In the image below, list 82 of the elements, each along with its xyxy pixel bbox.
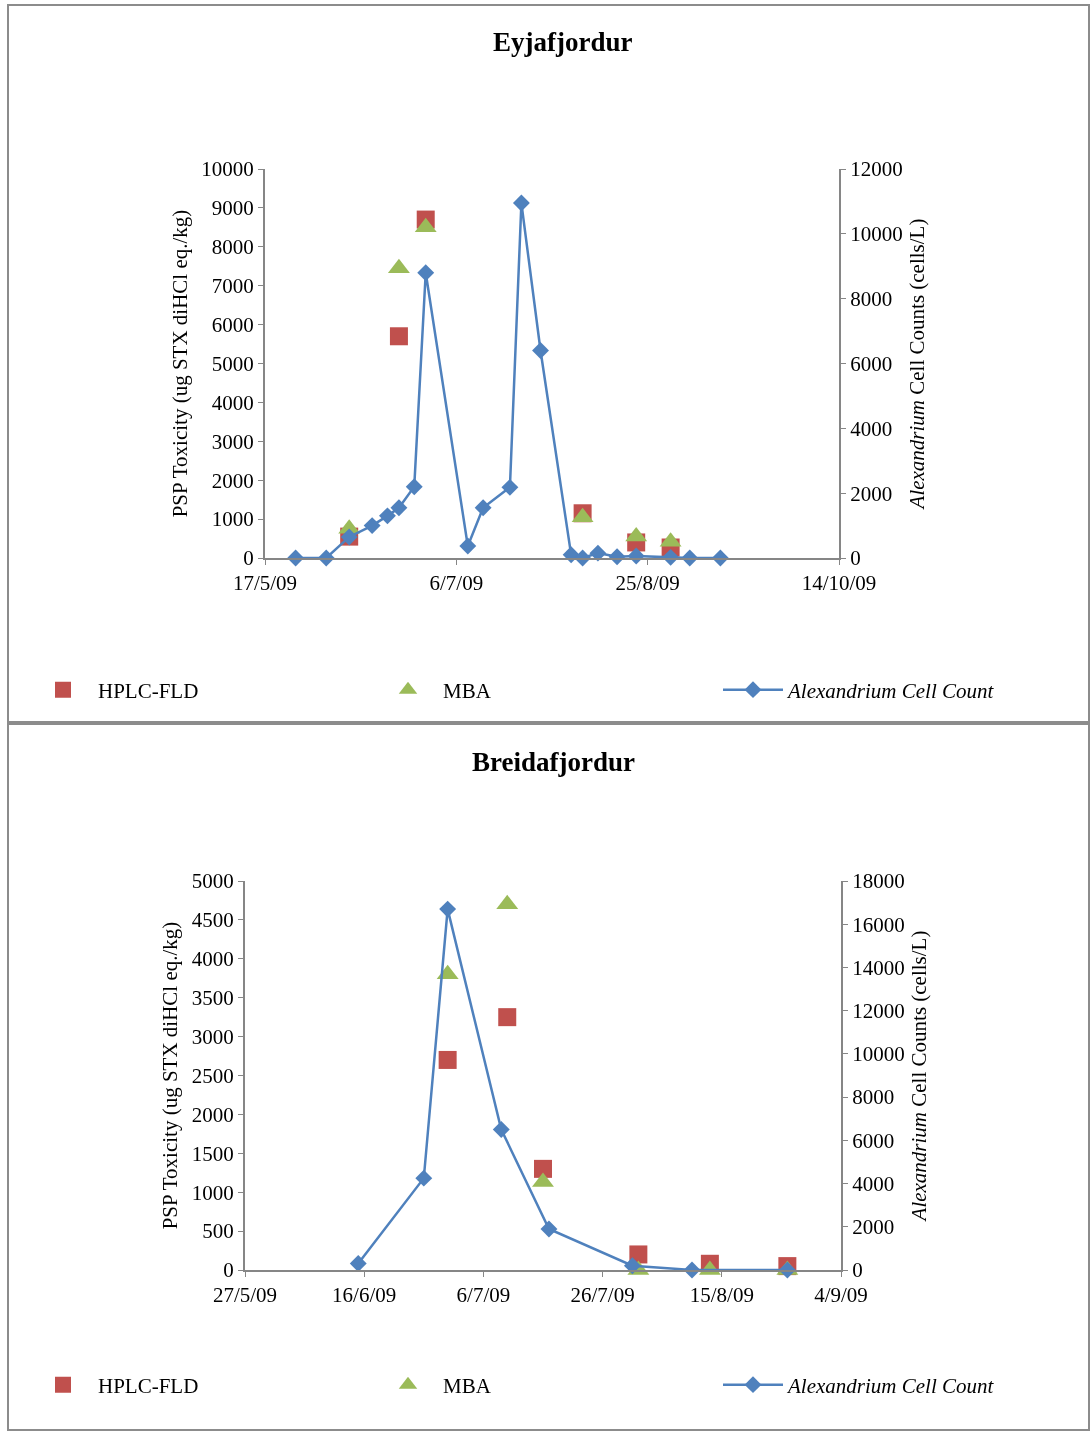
x-tick-label: 27/5/09 xyxy=(212,1283,278,1308)
point xyxy=(589,544,607,562)
y-axis-title: PSP Toxicity (ug STX diHCl eq./kg) xyxy=(167,209,192,518)
y-tick-label: 1500 xyxy=(191,1141,234,1166)
y2-tick-label: 16000 xyxy=(852,912,905,937)
y-tick-label: 3500 xyxy=(191,986,234,1011)
legend-label: MBA xyxy=(443,678,492,703)
y-tick-label: 1000 xyxy=(211,507,254,532)
point xyxy=(417,264,435,282)
y2-tick-label: 2000 xyxy=(850,481,893,506)
point xyxy=(498,1008,517,1027)
y2-tick-label: 10000 xyxy=(852,1042,905,1067)
y2-axis-title: Alexandrium Cell Counts (cells/L) xyxy=(905,218,930,511)
y-tick-label: 2500 xyxy=(191,1063,234,1088)
x-tick-label: 6/7/09 xyxy=(429,571,484,596)
y-tick-label: 1000 xyxy=(191,1180,234,1205)
point xyxy=(363,517,381,535)
point xyxy=(501,478,519,496)
y2-tick-label: 4000 xyxy=(852,1171,895,1196)
point xyxy=(532,342,549,359)
y-tick-label: 500 xyxy=(202,1219,234,1244)
y2-tick-label: 4000 xyxy=(850,416,893,441)
point xyxy=(512,194,530,212)
x-tick-label: 4/9/09 xyxy=(814,1283,868,1308)
y-tick-label: 7000 xyxy=(211,274,254,299)
point xyxy=(415,1169,433,1187)
x-tick-label: 15/8/09 xyxy=(689,1283,754,1308)
y-tick-label: 4500 xyxy=(191,908,234,933)
y2-tick-label: 8000 xyxy=(852,1085,895,1110)
point xyxy=(534,1159,552,1178)
y2-tick-label: 2000 xyxy=(852,1215,895,1240)
point xyxy=(459,537,477,555)
x-tick-label: 6/7/09 xyxy=(456,1283,511,1308)
y2-tick-label: 8000 xyxy=(850,287,893,312)
point xyxy=(623,1257,641,1275)
y-tick-label: 0 xyxy=(243,546,254,571)
y-axis-title: PSP Toxicity (ug STX diHCl eq./kg) xyxy=(158,921,183,1230)
y-tick-label: 2000 xyxy=(211,468,254,493)
y2-tick-label: 12000 xyxy=(852,999,905,1024)
y2-tick-label: 6000 xyxy=(850,351,893,376)
y-tick-label: 0 xyxy=(223,1258,234,1283)
point xyxy=(439,900,457,918)
y2-tick-label: 6000 xyxy=(852,1128,895,1153)
point xyxy=(389,327,408,346)
y2-tick-label: 12000 xyxy=(850,157,903,182)
y2-tick-label: 10000 xyxy=(850,222,903,247)
y-tick-label: 5000 xyxy=(191,869,234,894)
chart-title: Breidafjordur xyxy=(472,747,635,777)
y-tick-label: 10000 xyxy=(201,157,254,182)
x-tick-label: 26/7/09 xyxy=(570,1283,635,1308)
y2-axis-title: Alexandrium Cell Counts (cells/L) xyxy=(907,930,932,1223)
y-tick-label: 4000 xyxy=(211,390,254,415)
y-tick-label: 6000 xyxy=(211,312,254,337)
y-tick-label: 2000 xyxy=(191,1102,234,1127)
x-tick-label: 14/10/09 xyxy=(801,571,877,596)
y2-tick-label: 0 xyxy=(850,546,861,571)
y-tick-label: 3000 xyxy=(211,429,254,454)
point xyxy=(405,478,423,496)
point xyxy=(379,507,396,525)
legend-label: Alexandrium Cell Count xyxy=(786,678,995,703)
y2-tick-label: 14000 xyxy=(852,955,905,980)
point xyxy=(390,499,408,517)
point xyxy=(492,1121,510,1138)
legend-label: Alexandrium Cell Count xyxy=(786,1373,995,1398)
x-tick-label: 16/6/09 xyxy=(332,1283,397,1308)
point xyxy=(474,499,492,517)
y2-tick-label: 18000 xyxy=(852,869,905,894)
y-tick-label: 3000 xyxy=(191,1024,234,1049)
x-tick-label: 25/8/09 xyxy=(615,571,680,596)
legend-label: HPLC-FLD xyxy=(98,678,199,703)
point xyxy=(349,1255,367,1272)
y-tick-label: 8000 xyxy=(211,235,254,260)
y-tick-label: 4000 xyxy=(191,947,234,972)
y-tick-label: 9000 xyxy=(211,196,254,221)
y2-tick-label: 0 xyxy=(852,1258,863,1283)
y-tick-label: 5000 xyxy=(211,351,254,376)
legend-label: MBA xyxy=(443,1373,492,1398)
legend-label: HPLC-FLD xyxy=(98,1373,199,1398)
x-tick-label: 17/5/09 xyxy=(232,571,298,596)
point xyxy=(438,1050,457,1069)
point xyxy=(540,1220,558,1238)
chart-title: Eyjafjordur xyxy=(493,27,633,57)
